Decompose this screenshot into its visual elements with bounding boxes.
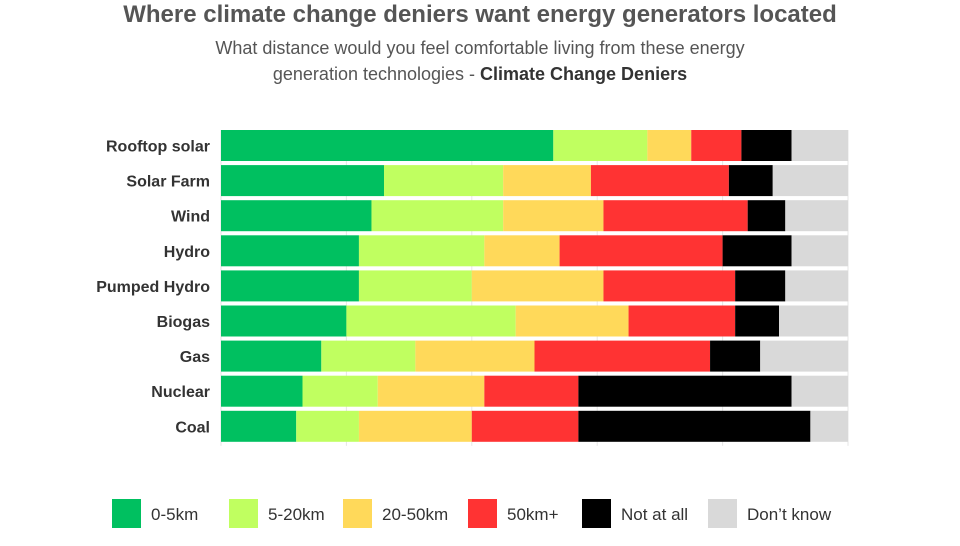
category-label: Gas [180, 349, 210, 366]
bar-segment [471, 410, 579, 442]
legend-label: 5-20km [268, 505, 325, 524]
bar-segment [371, 200, 504, 232]
category-label: Nuclear [151, 384, 210, 401]
chart-subtitle-prefix: generation technologies - [273, 64, 480, 84]
bar-segment [296, 410, 359, 442]
bar-segment [503, 165, 591, 197]
bar-segment [722, 235, 792, 267]
bar-segment [221, 165, 385, 197]
bar-segment [321, 340, 416, 372]
bar-segment [791, 235, 848, 267]
bar-segment [791, 375, 848, 407]
bar-segment [628, 305, 736, 337]
bar-segment [534, 340, 711, 372]
legend-label: Don’t know [747, 505, 832, 524]
legend-swatch [468, 499, 497, 528]
bar-segment [221, 235, 359, 267]
bar-segment [415, 340, 535, 372]
category-label: Rooftop solar [106, 139, 210, 156]
bar-segment [484, 375, 579, 407]
bar-segment [221, 200, 372, 232]
bar-segment [779, 305, 848, 337]
bar-segment [810, 410, 848, 442]
bar-segment [590, 165, 729, 197]
bar-segment [221, 130, 554, 161]
bar-segment [221, 410, 297, 442]
bar-segment [747, 200, 786, 232]
legend-label: 0-5km [151, 505, 198, 524]
legend-label: 20-50km [382, 505, 448, 524]
bar-segment [377, 375, 485, 407]
bar-segment [578, 375, 792, 407]
bar-segment [503, 200, 604, 232]
bar-segment [578, 410, 811, 442]
bar-segment [358, 270, 472, 302]
bar-segment [691, 130, 742, 161]
category-labels: Rooftop solar Solar Farm Wind Hydro Pumped H… [96, 139, 210, 437]
bar-segment [728, 165, 773, 197]
bar-segment [221, 375, 303, 407]
bar-segment [384, 165, 504, 197]
bar-segment [785, 270, 848, 302]
bar-segment [346, 305, 516, 337]
legend-label: Not at all [621, 505, 688, 524]
bar-segment [484, 235, 560, 267]
chart-subtitle-line2: generation technologies - Climate Change… [273, 64, 687, 84]
category-label: Hydro [164, 244, 210, 261]
chart-subtitle-bold: Climate Change Deniers [480, 64, 687, 84]
bar-segment [221, 270, 359, 302]
bar-segment [302, 375, 378, 407]
bar-segment [735, 305, 780, 337]
bar-segment [358, 410, 472, 442]
legend-swatch [343, 499, 372, 528]
bar-segment [471, 270, 604, 302]
bar-segment [647, 130, 692, 161]
bar-segment [710, 340, 761, 372]
category-label: Wind [171, 209, 210, 226]
legend: 0-5km 5-20km 20-50km 50km+ Not at all Don’t k… [112, 499, 832, 528]
category-label: Biogas [157, 314, 210, 331]
category-label: Solar Farm [126, 174, 210, 191]
bar-segment [553, 130, 648, 161]
bar-segment [559, 235, 723, 267]
bar-segment [221, 305, 347, 337]
bar-segment [741, 130, 792, 161]
legend-swatch [112, 499, 141, 528]
legend-label: 50km+ [507, 505, 559, 524]
bar-segment [760, 340, 848, 372]
chart-subtitle-line1: What distance would you feel comfortable… [215, 38, 744, 58]
category-label: Pumped Hydro [96, 279, 210, 296]
bar-segment [515, 305, 629, 337]
category-label: Coal [175, 419, 210, 436]
bar-segment [221, 340, 322, 372]
bar-segment [358, 235, 485, 267]
legend-swatch [229, 499, 258, 528]
bar-segment [785, 200, 848, 232]
legend-swatch [582, 499, 611, 528]
bar-segment [603, 200, 748, 232]
bar-segment [791, 130, 848, 161]
bar-segment [735, 270, 786, 302]
bar-segment [603, 270, 736, 302]
bars [221, 130, 848, 442]
legend-swatch [708, 499, 737, 528]
chart-title: Where climate change deniers want energy… [123, 1, 837, 28]
bar-segment [772, 165, 848, 197]
